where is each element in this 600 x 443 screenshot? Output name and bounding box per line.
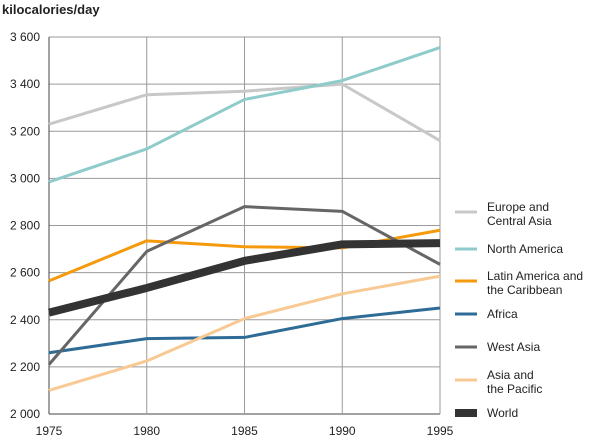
x-tick-label: 1975: [36, 424, 63, 438]
x-tick-label: 1995: [427, 424, 454, 438]
legend-label-world: World: [487, 406, 518, 420]
legend-label-line: West Asia: [487, 340, 540, 354]
legend-label-asia-and-the-pacific: Asia and the Pacific: [487, 368, 542, 396]
legend-label-latin-america-and-the-caribbean: Latin America and the Caribbean: [487, 269, 583, 297]
x-axis-ticks: 1975 1980 1985 1990 1995: [36, 424, 454, 438]
legend-label-europe-and-central-asia: Europe and Central Asia: [487, 200, 552, 228]
y-tick-label: 3 400: [10, 77, 40, 91]
y-axis-label: kilocalories/day: [2, 2, 100, 17]
legend-label-line: Central Asia: [487, 214, 552, 228]
y-tick-label: 3 200: [10, 124, 40, 138]
legend-label-west-asia: West Asia: [487, 340, 540, 354]
legend-label-line: Asia and: [487, 368, 534, 382]
legend-label-line: the Caribbean: [487, 283, 562, 297]
y-tick-label: 3 000: [10, 171, 40, 185]
x-tick-label: 1980: [133, 424, 160, 438]
y-tick-label: 2 000: [10, 407, 40, 421]
y-tick-label: 2 800: [10, 219, 40, 233]
y-axis-ticks: 2 000 2 200 2 400 2 600 2 800 3 000 3 200 3 400…: [10, 30, 40, 421]
legend-label-line: World: [487, 406, 518, 420]
x-tick-label: 1990: [329, 424, 356, 438]
legend-label-line: the Pacific: [487, 382, 542, 396]
legend-label-line: Africa: [487, 307, 518, 321]
legend-label-line: Europe and: [487, 200, 549, 214]
legend-label-line: North America: [487, 242, 563, 256]
y-tick-label: 2 600: [10, 266, 40, 280]
y-tick-label: 2 200: [10, 360, 40, 374]
y-tick-label: 2 400: [10, 313, 40, 327]
legend: Europe and Central Asia North America Latin…: [455, 200, 583, 420]
series-lines: [47, 46, 441, 392]
grid: [48, 36, 441, 415]
legend-label-north-america: North America: [487, 242, 563, 256]
legend-label-line: Latin America and: [487, 269, 583, 283]
x-tick-label: 1985: [231, 424, 258, 438]
y-tick-label: 3 600: [10, 30, 40, 44]
legend-label-africa: Africa: [487, 307, 518, 321]
